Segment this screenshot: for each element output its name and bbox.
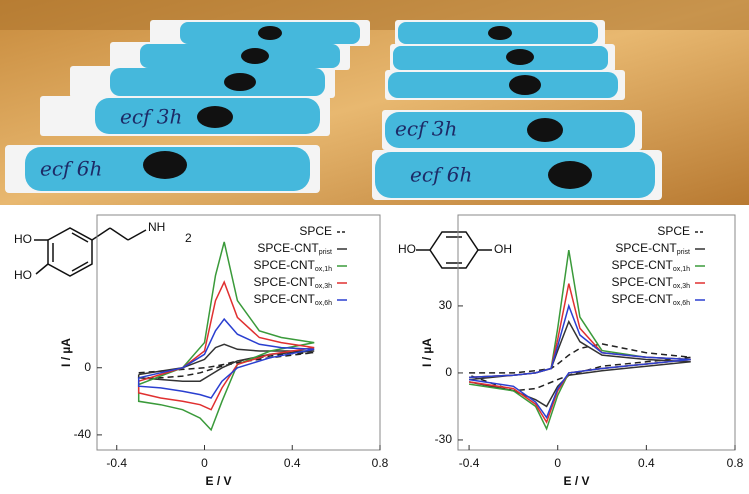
legend-name: SPCE-CNT: [254, 275, 316, 289]
molecule-label: HO: [398, 242, 416, 256]
legend-label: SPCE-CNTprist: [257, 241, 332, 256]
legend-name: SPCE: [657, 224, 690, 238]
x-tick-label: 0: [554, 456, 561, 470]
photo-label: ecf 3h: [395, 117, 457, 141]
photo-label: ecf 3h: [120, 105, 182, 129]
molecule-label: OH: [494, 242, 512, 256]
legend-name: SPCE-CNT: [254, 292, 316, 306]
legend-subscript: ox,6h: [673, 300, 690, 307]
legend-subscript: prist: [677, 249, 690, 256]
x-tick-label: -0.4: [106, 456, 127, 470]
photo: ecf 3h ecf 6h ecf 3h ecf 6h: [0, 0, 749, 205]
photo-label: ecf 6h: [40, 157, 102, 181]
x-tick-label: 0.8: [372, 456, 389, 470]
page: {"photo_labels": ["ecf 3h", "ecf 6h", "e…: [0, 0, 749, 494]
y-tick-label: 0: [84, 360, 91, 374]
legend-label: SPCE: [657, 224, 690, 238]
legend-label: SPCE: [299, 224, 332, 238]
legend-label: SPCE-CNTox,6h: [612, 292, 691, 307]
y-tick-label: 0: [445, 365, 452, 379]
y-tick-label: -40: [74, 427, 92, 441]
legend-label: SPCE-CNTox,1h: [612, 258, 691, 273]
legend-label: SPCE-CNTprist: [615, 241, 690, 256]
plot-frame: [97, 215, 380, 450]
legend-name: SPCE-CNT: [612, 275, 674, 289]
legend-name: SPCE: [299, 224, 332, 238]
legend-label: SPCE-CNTox,3h: [254, 275, 333, 290]
y-tick-label: -30: [435, 432, 453, 446]
molecule-label: HO: [14, 232, 32, 246]
legend-name: SPCE-CNT: [615, 241, 677, 255]
legend-label: SPCE-CNTox,1h: [254, 258, 333, 273]
legend-name: SPCE-CNT: [257, 241, 319, 255]
cv-curve: [139, 319, 315, 398]
x-tick-label: 0: [201, 456, 208, 470]
molecule-subscript: 2: [185, 231, 192, 245]
legend-label: SPCE-CNTox,3h: [612, 275, 691, 290]
legend-label: SPCE-CNTox,6h: [254, 292, 333, 307]
cv-curve: [469, 344, 691, 391]
molecule-label: HO: [14, 268, 32, 282]
x-tick-label: 0.4: [284, 456, 301, 470]
legend-subscript: ox,1h: [315, 266, 332, 273]
x-tick-label: 0.4: [638, 456, 655, 470]
y-axis-label: I / µA: [420, 338, 434, 367]
legend-subscript: prist: [319, 249, 332, 256]
legend-subscript: ox,6h: [315, 300, 332, 307]
legend-name: SPCE-CNT: [612, 258, 674, 272]
photo-label: ecf 6h: [410, 163, 472, 187]
figure: ecf 3h ecf 6h ecf 3h ecf 6h -0.4 0 0.4 0.8 -…: [0, 0, 749, 494]
legend-subscript: ox,3h: [315, 283, 332, 290]
x-axis-label: E / V: [563, 474, 589, 488]
x-axis-label: E / V: [205, 474, 231, 488]
y-tick-label: 30: [439, 298, 453, 312]
x-tick-label: 0.8: [727, 456, 744, 470]
cv-curve: [469, 306, 691, 418]
y-axis-label: I / µA: [59, 338, 73, 367]
legend-name: SPCE-CNT: [254, 258, 316, 272]
cv-curve: [139, 344, 315, 381]
legend-name: SPCE-CNT: [612, 292, 674, 306]
legend-subscript: ox,1h: [673, 266, 690, 273]
legend-subscript: ox,3h: [673, 283, 690, 290]
x-tick-label: -0.4: [459, 456, 480, 470]
molecule-label: NH: [148, 220, 165, 234]
